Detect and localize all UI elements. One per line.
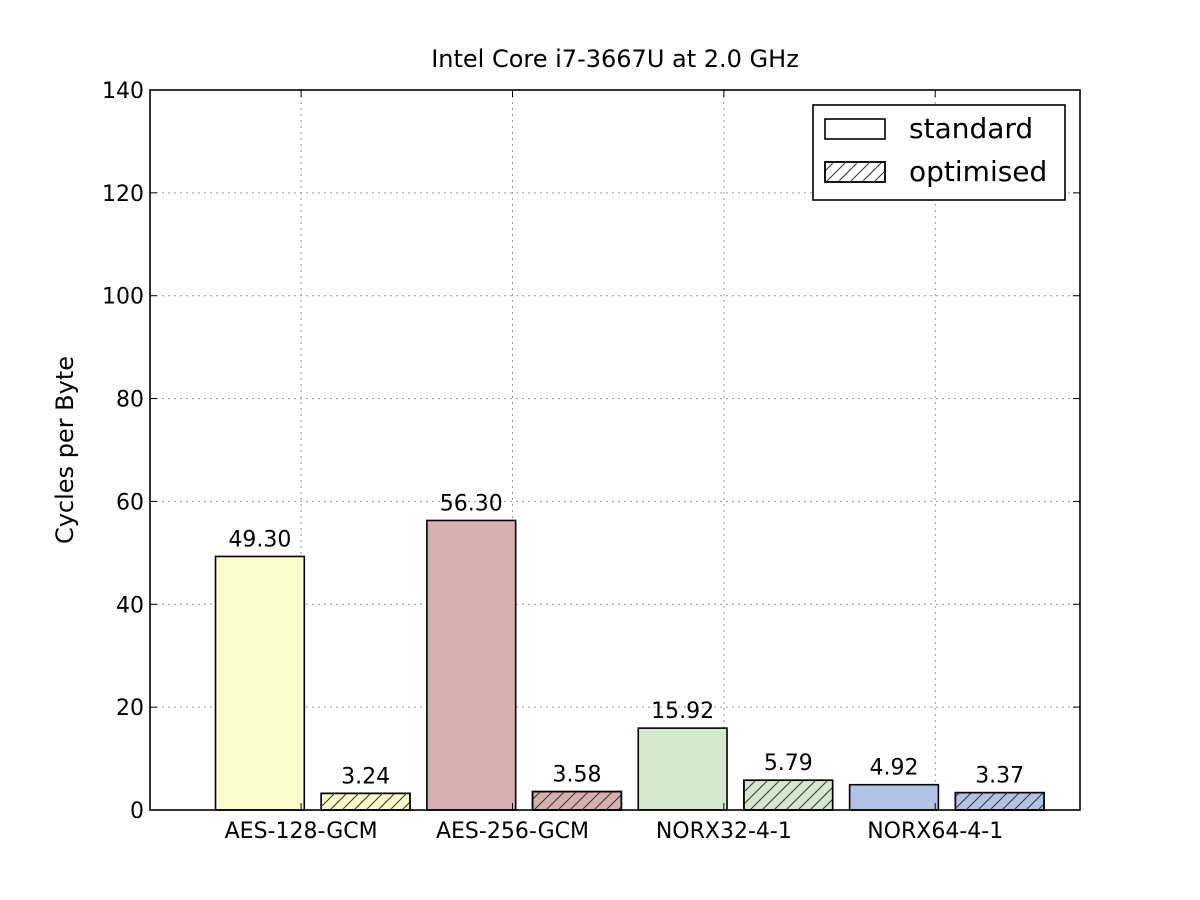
legend-box [812, 104, 1066, 201]
category-label: AES-128-GCM [225, 819, 378, 844]
bar-value-label: 5.79 [764, 751, 813, 776]
bar-value-label: 3.37 [975, 764, 1024, 789]
bar [214, 555, 306, 811]
chart-title: Intel Core i7-3667U at 2.0 GHz [431, 45, 799, 73]
bar-value-label: 49.30 [228, 527, 291, 552]
y-tick-label: 20 [116, 696, 144, 721]
y-tick-label: 40 [116, 593, 144, 618]
bar [637, 727, 728, 811]
y-tick-label: 60 [116, 490, 144, 515]
axis-ticks: 0 20 40 60 80 100 120 140 AES-128-GCM AES-256-GCM… [102, 79, 1080, 844]
y-axis-label: Cycles per Byte [51, 356, 79, 544]
legend-swatch-hatch [824, 161, 886, 183]
bars: 49.30 3.24 56.30 3.58 15.92 5.79 4.92 3.37 [214, 491, 1045, 811]
bar [848, 783, 940, 811]
plot-area [149, 89, 1081, 811]
legend-entry: standard [909, 112, 1033, 145]
category-label: AES-256-GCM [436, 819, 589, 844]
bar-value-label: 3.24 [341, 764, 390, 789]
legend-swatch [824, 118, 886, 140]
y-tick-label: 100 [102, 285, 144, 310]
y-tick-label: 120 [102, 182, 144, 207]
bar-hatch [531, 790, 623, 811]
bar-value-label: 15.92 [651, 699, 714, 724]
bar-value-label: 56.30 [440, 491, 503, 516]
y-tick-label: 80 [116, 388, 144, 413]
bar [426, 519, 517, 811]
y-tick-label: 140 [102, 79, 144, 104]
bar-hatch [320, 792, 411, 811]
bar-value-label: 3.58 [552, 763, 601, 788]
bar-hatch [954, 791, 1045, 811]
legend-entry: optimised [909, 155, 1047, 188]
legend: standard optimised [812, 104, 1066, 201]
category-label: NORX32-4-1 [656, 819, 792, 844]
category-label: NORX64-4-1 [867, 819, 1003, 844]
y-tick-label: 0 [130, 799, 144, 824]
bar-hatch [743, 779, 834, 811]
bar-value-label: 4.92 [870, 756, 919, 781]
